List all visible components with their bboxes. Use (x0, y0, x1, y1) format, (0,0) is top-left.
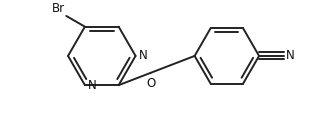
Text: N: N (139, 49, 147, 62)
Text: O: O (146, 78, 155, 91)
Text: N: N (88, 79, 97, 92)
Text: N: N (286, 49, 295, 62)
Text: Br: Br (52, 2, 65, 15)
